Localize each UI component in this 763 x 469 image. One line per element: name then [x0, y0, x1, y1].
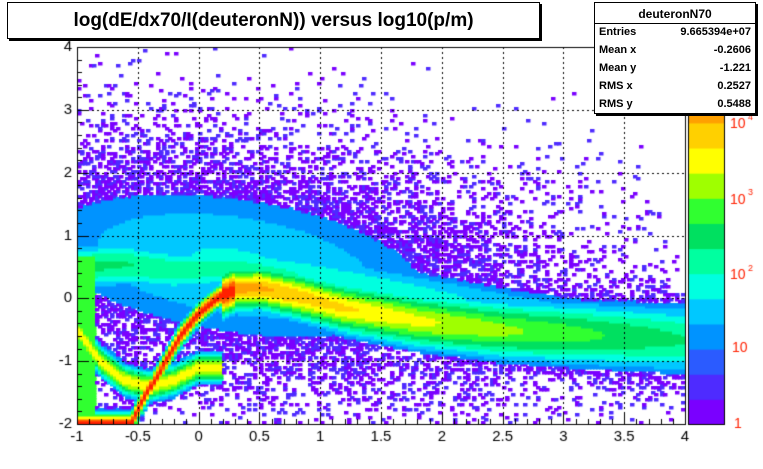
- stats-label: Entries: [599, 26, 637, 38]
- stats-row-entries: Entries 9.665394e+07: [595, 24, 755, 42]
- stats-row-rms-x: RMS x 0.2527: [595, 78, 755, 96]
- stats-label: Mean x: [599, 44, 637, 56]
- chart-title: log(dE/dx70/I(deuteronN)) versus log10(p…: [7, 2, 540, 39]
- stats-value: 9.665394e+07: [680, 26, 751, 38]
- stats-label: RMS y: [599, 98, 633, 110]
- stats-value: 0.5488: [717, 98, 751, 110]
- stats-value: 0.2527: [717, 80, 751, 92]
- stats-row-rms-y: RMS y 0.5488: [595, 96, 755, 114]
- stats-value: -1.221: [719, 62, 751, 74]
- chart-title-text: log(dE/dx70/I(deuteronN)) versus log10(p…: [73, 9, 474, 31]
- stats-box: deuteronN70 Entries 9.665394e+07 Mean x …: [594, 2, 756, 114]
- stats-label: Mean y: [599, 62, 637, 74]
- stats-label: RMS x: [599, 80, 633, 92]
- stats-histogram-name: deuteronN70: [595, 3, 755, 24]
- stats-value: -0.2606: [713, 44, 751, 56]
- stats-row-mean-x: Mean x -0.2606: [595, 42, 755, 60]
- stats-row-mean-y: Mean y -1.221: [595, 60, 755, 78]
